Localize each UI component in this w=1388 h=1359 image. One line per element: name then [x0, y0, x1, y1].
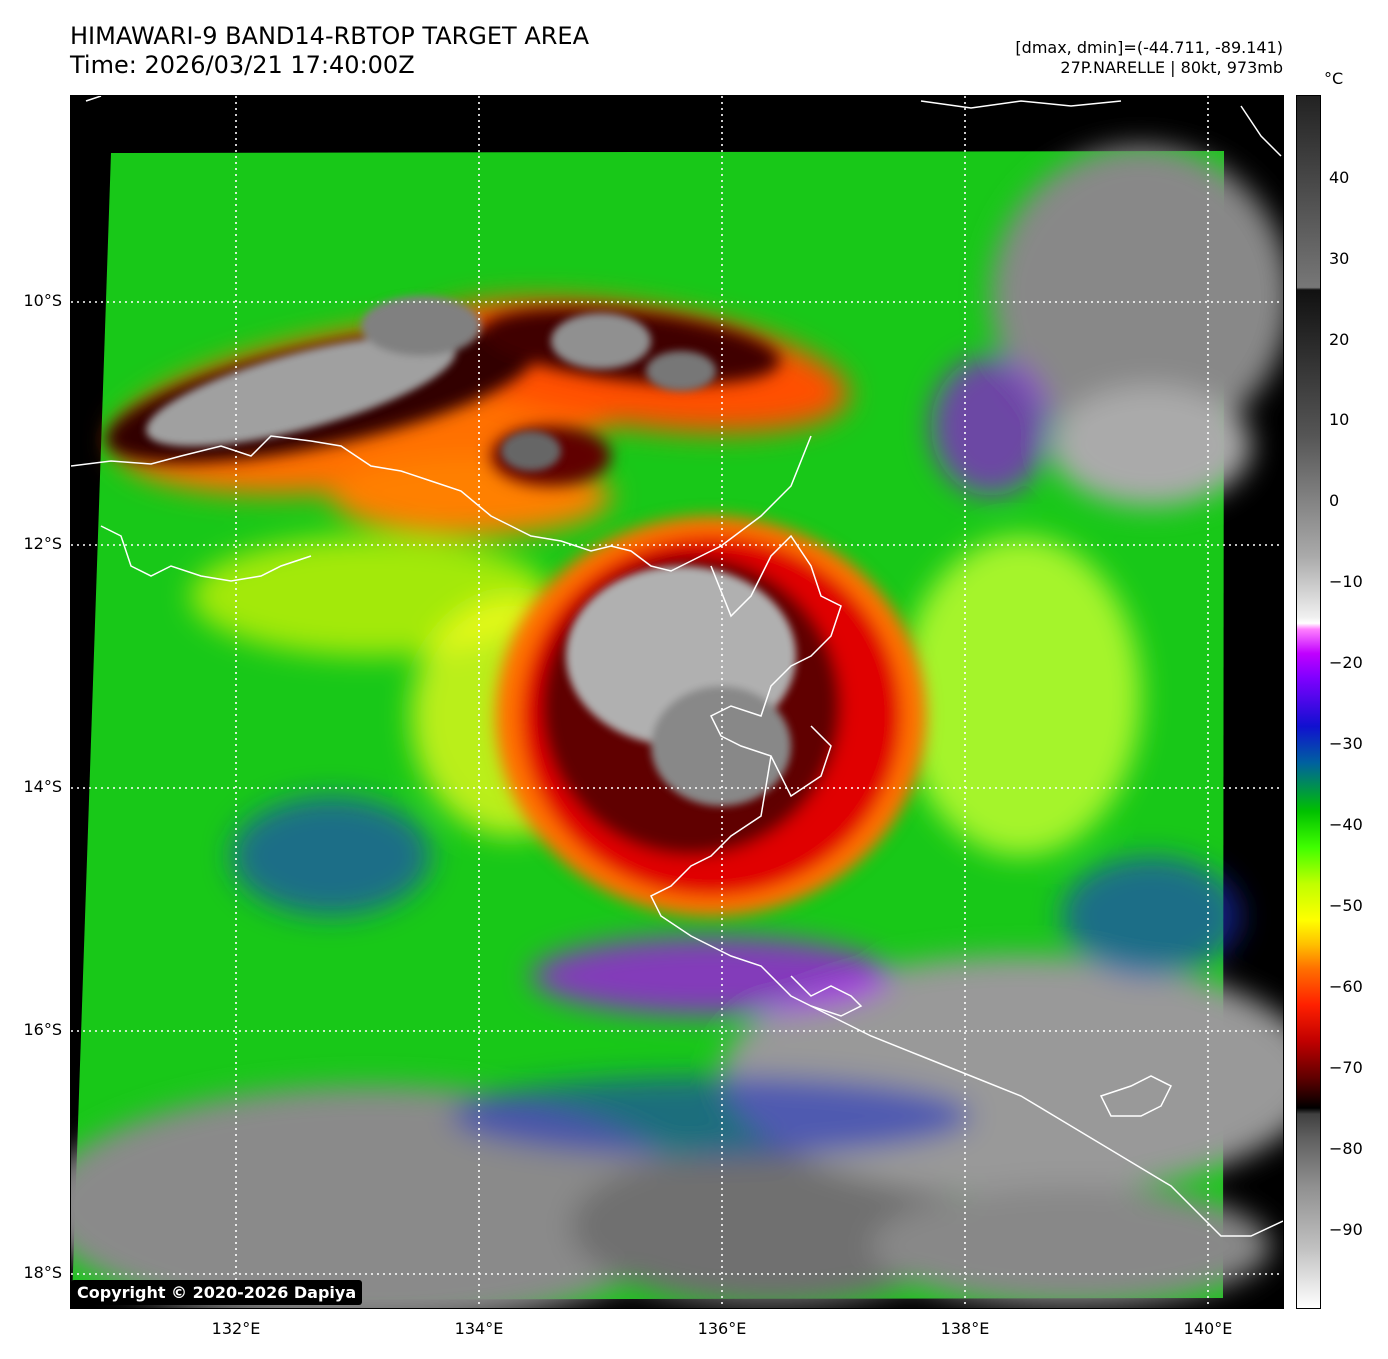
satellite-image	[70, 95, 1284, 1309]
colorbar-tick: −40	[1329, 815, 1363, 834]
title-line-1: HIMAWARI-9 BAND14-RBTOP TARGET AREA	[70, 22, 590, 50]
colorbar-tick: 0	[1329, 491, 1340, 510]
dmax-dmin-text: [dmax, dmin]=(-44.711, -89.141)	[1015, 38, 1283, 57]
colorbar-tick: 40	[1329, 168, 1350, 187]
satellite-imagery-svg	[71, 96, 1283, 1308]
storm-info-text: 27P.NARELLE | 80kt, 973mb	[1060, 58, 1283, 77]
coastlines	[71, 96, 1283, 1237]
figure-title: HIMAWARI-9 BAND14-RBTOP TARGET AREA Time…	[70, 22, 589, 80]
colorbar-tick: −50	[1329, 896, 1363, 915]
gridlines	[71, 96, 1283, 1308]
title-line-2: Time: 2026/03/21 17:40:00Z	[70, 51, 415, 79]
lon-label-138e: 138°E	[940, 1319, 990, 1338]
cloud-imagery	[71, 96, 1283, 1308]
colorbar-tick: −20	[1329, 653, 1363, 672]
colorbar-tick: −10	[1329, 572, 1363, 591]
lon-label-134e: 134°E	[454, 1319, 504, 1338]
lon-label-132e: 132°E	[211, 1319, 261, 1338]
lat-label-16s: 16°S	[23, 1020, 62, 1039]
storm-stats: [dmax, dmin]=(-44.711, -89.141) 27P.NARE…	[1015, 38, 1283, 78]
colorbar	[1296, 95, 1321, 1309]
colorbar-tick: −80	[1329, 1139, 1363, 1158]
colorbar-tick: 10	[1329, 410, 1350, 429]
colorbar-unit: °C	[1324, 69, 1344, 88]
lat-label-10s: 10°S	[23, 291, 62, 310]
colorbar-tick: −30	[1329, 734, 1363, 753]
colorbar-tick: 20	[1329, 330, 1350, 349]
lat-label-14s: 14°S	[23, 777, 62, 796]
colorbar-tick: −90	[1329, 1220, 1363, 1239]
lat-label-12s: 12°S	[23, 534, 62, 553]
colorbar-tick: −70	[1329, 1058, 1363, 1077]
lat-label-18s: 18°S	[23, 1263, 62, 1282]
lon-label-140e: 140°E	[1183, 1319, 1233, 1338]
lon-label-136e: 136°E	[697, 1319, 747, 1338]
colorbar-tick: −60	[1329, 977, 1363, 996]
colorbar-tick: 30	[1329, 249, 1350, 268]
copyright-notice: Copyright © 2020-2026 Dapiya	[71, 1280, 363, 1305]
